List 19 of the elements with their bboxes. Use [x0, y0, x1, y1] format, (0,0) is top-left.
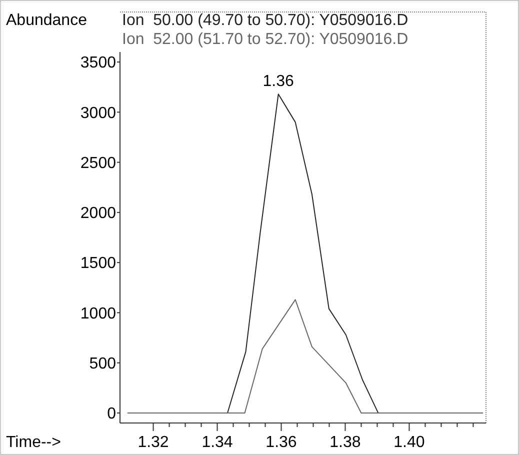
y-tick-label: 0 — [107, 406, 116, 423]
y-tick-label: 1500 — [80, 255, 116, 272]
x-tick-label: 1.40 — [394, 434, 425, 451]
text: Ion 50.00 (49.70 to 50.70): Y0509016.D — [122, 12, 408, 29]
y-tick-label: 1000 — [80, 305, 116, 322]
y-tick-label: 2500 — [80, 154, 116, 172]
x-tick-label: 1.32 — [138, 434, 169, 451]
line-series — [127, 299, 484, 414]
x-tick-label: 1.36 — [266, 434, 297, 451]
text: Ion 52.00 (51.70 to 52.70): Y0509016.D — [122, 31, 408, 48]
y-tick-label: 3500 — [80, 54, 116, 72]
x-tick-label: 1.34 — [202, 434, 233, 451]
y-tick-label: 500 — [89, 355, 116, 372]
y-tick-label: 2000 — [80, 205, 116, 222]
y-tick-label: 3000 — [80, 104, 116, 122]
x-tick-label: 1.38 — [330, 434, 361, 451]
annotation: 1.36 — [262, 73, 294, 90]
x-axis-title: Time--> — [6, 434, 61, 451]
y-axis-title: Abundance — [6, 12, 88, 29]
